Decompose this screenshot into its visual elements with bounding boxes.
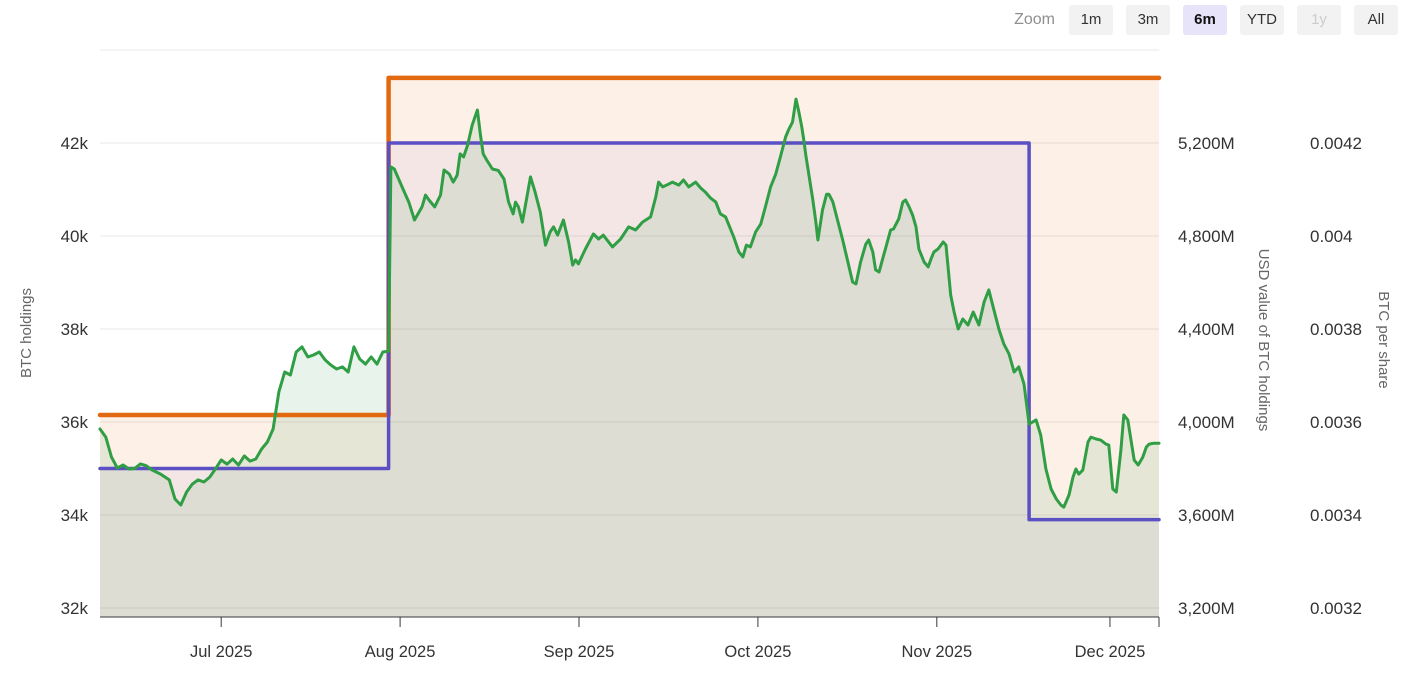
y-axis-left-labels-tick: 32k	[61, 599, 89, 618]
x-axis	[100, 616, 1160, 627]
y-axis-left-labels-tick: 38k	[61, 320, 89, 339]
zoom-button-1m[interactable]: 1m	[1069, 5, 1113, 35]
zoom-button-ytd[interactable]: YTD	[1240, 5, 1284, 35]
series-areas	[100, 77, 1159, 618]
range-selector-toolbar: Zoom 1m 3m 6m YTD 1y All	[1014, 5, 1398, 35]
y-axis-usd-labels-tick: 3,600M	[1178, 506, 1235, 525]
y-axis-usd-labels-tick: 4,800M	[1178, 227, 1235, 246]
x-tick-label: Nov 2025	[901, 643, 972, 661]
y-axis-left-labels: 42k 40k 38k 36k 34k 32k	[61, 134, 89, 618]
y-axis-usd-labels-tick: 4,000M	[1178, 413, 1235, 432]
y-axis-left-labels-tick: 34k	[61, 506, 89, 525]
series-usd-value-line	[98, 97, 1161, 509]
y-axis-share-labels-tick: 0.0034	[1310, 506, 1362, 525]
x-tick-label: Sep 2025	[544, 643, 615, 661]
y-axis-usd-labels-tick: 4,400M	[1178, 320, 1235, 339]
y-axis-usd-labels-tick: 5,200M	[1178, 134, 1235, 153]
series-btc-per-share-line	[98, 141, 1161, 522]
y-axis-usd-labels-tick: 3,200M	[1178, 599, 1235, 618]
y-axis-usd-labels: 5,200M 4,800M 4,400M 4,000M 3,600M 3,200M	[1178, 134, 1235, 618]
x-tick-label: Dec 2025	[1075, 643, 1146, 661]
zoom-button-3m[interactable]: 3m	[1126, 5, 1170, 35]
y-axis-share-labels-tick: 0.0038	[1310, 320, 1362, 339]
series-lines	[97, 75, 1162, 522]
y-axis-share-labels-tick: 0.0042	[1310, 134, 1362, 153]
series-btc-per-share-area	[100, 143, 1159, 617]
y-axis-title-btc-per-share: BTC per share	[1375, 291, 1392, 389]
y-axis-share-labels-tick: 0.0032	[1310, 599, 1362, 618]
y-axis-left-labels-tick: 36k	[61, 413, 89, 432]
x-axis-labels: Jul 2025 Aug 2025 Sep 2025 Oct 2025 Nov 2025…	[190, 643, 1145, 661]
zoom-buttons-group: 1m 3m 6m YTD 1y All	[1069, 5, 1398, 35]
y-axis-left-labels-tick: 42k	[61, 134, 89, 153]
x-tick-label: Aug 2025	[365, 643, 436, 661]
y-axis-title-btc-holdings: BTC holdings	[18, 287, 35, 379]
y-axis-title-usd-value: USD value of BTC holdings	[1255, 248, 1272, 432]
zoom-button-6m[interactable]: 6m	[1183, 5, 1227, 35]
zoom-button-all[interactable]: All	[1354, 5, 1398, 35]
x-tick-label: Oct 2025	[724, 643, 791, 661]
zoom-button-1y: 1y	[1297, 5, 1341, 35]
x-tick-label: Jul 2025	[190, 643, 252, 661]
y-axis-share-labels-tick: 0.0036	[1310, 413, 1362, 432]
series-btc-holdings-area	[100, 77, 1159, 617]
y-axis-left-labels-tick: 40k	[61, 227, 89, 246]
zoom-label: Zoom	[1014, 11, 1055, 28]
y-axis-share-labels: 0.0042 0.004 0.0038 0.0036 0.0034 0.0032	[1310, 134, 1362, 618]
grid-lines	[100, 49, 1159, 609]
y-axis-share-labels-tick: 0.004	[1310, 227, 1353, 246]
